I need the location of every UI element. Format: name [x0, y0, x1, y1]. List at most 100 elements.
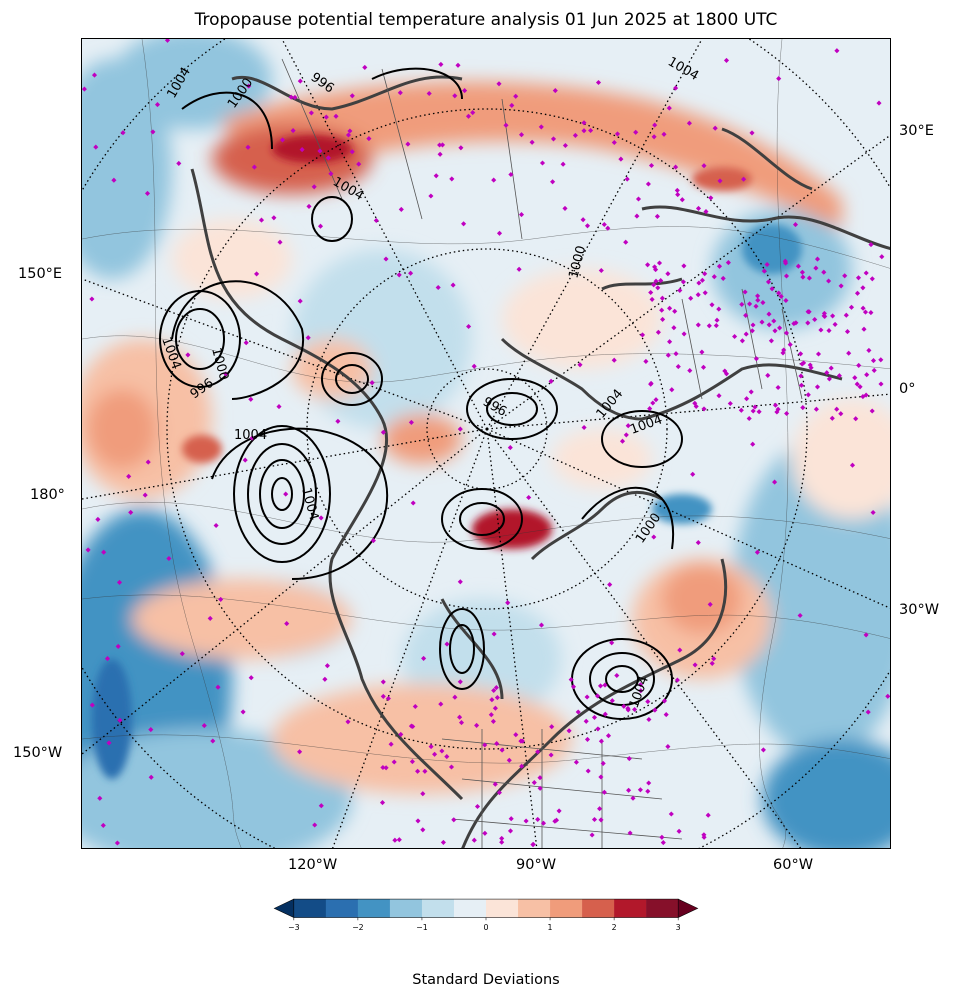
- station-marker: [311, 184, 317, 190]
- station-marker: [775, 406, 781, 412]
- station-marker: [602, 682, 608, 688]
- station-marker: [435, 284, 441, 291]
- station-marker: [772, 328, 778, 334]
- station-marker: [848, 304, 855, 310]
- station-marker: [672, 308, 678, 314]
- station-marker: [871, 367, 877, 373]
- station-marker: [391, 759, 397, 765]
- pressure-contours: [159, 67, 683, 720]
- station-marker: [537, 785, 543, 791]
- lon-label-left-1: 150°E: [18, 266, 63, 282]
- colorbar-extend-high: [677, 898, 699, 918]
- lon-label-bottom-1: 120°W: [288, 857, 338, 873]
- station-marker: [766, 322, 772, 328]
- lon-label-right-3: 30°W: [899, 602, 940, 618]
- station-marker: [426, 90, 432, 97]
- lon-label-bottom-2: 90°W: [516, 857, 557, 873]
- station-marker: [798, 351, 804, 357]
- station-marker: [583, 718, 589, 724]
- station-marker: [607, 582, 613, 588]
- station-marker: [432, 751, 438, 757]
- station-marker: [499, 747, 505, 753]
- map-canvas: 1004 1000 996 10041004100099610041004100010…: [82, 39, 890, 848]
- station-marker: [701, 406, 707, 412]
- station-marker: [765, 372, 771, 378]
- station-marker: [688, 295, 694, 301]
- map-panel: 1004 1000 996 1004 1004 1000 996 1004 1004 1000 10…: [81, 38, 891, 849]
- station-marker: [248, 396, 254, 402]
- station-marker: [674, 187, 680, 193]
- station-marker: [830, 313, 836, 319]
- station-marker: [748, 389, 754, 395]
- station-marker: [499, 839, 505, 845]
- station-marker: [705, 812, 711, 818]
- station-marker: [676, 828, 682, 834]
- station-marker: [519, 763, 525, 769]
- colorbar-tick-label: −1: [416, 923, 428, 932]
- station-marker: [621, 703, 627, 709]
- station-marker: [720, 275, 726, 281]
- anomaly-field-detail: [92, 135, 802, 779]
- colorbar-cell: [325, 899, 359, 918]
- station-marker: [242, 457, 248, 463]
- colorbar-frame: [293, 898, 679, 918]
- station-marker: [836, 373, 842, 379]
- station-marker: [812, 316, 818, 323]
- lon-label-bottom-3: 60°W: [773, 857, 814, 873]
- station-marker: [700, 364, 707, 370]
- plot-title: Tropopause potential temperature analysi…: [194, 10, 778, 30]
- station-marker: [806, 309, 812, 315]
- colorbar-cell: [614, 899, 647, 918]
- station-marker: [775, 384, 781, 391]
- station-marker: [513, 732, 519, 738]
- station-marker: [805, 320, 811, 326]
- station-marker: [743, 312, 749, 318]
- colorbar-cell: [486, 899, 519, 918]
- station-marker: [885, 693, 890, 699]
- colorbar-cell: [453, 899, 487, 918]
- station-marker: [591, 816, 598, 823]
- station-marker: [277, 239, 283, 245]
- station-marker: [496, 230, 503, 236]
- station-marker: [860, 394, 866, 400]
- station-marker: [711, 656, 717, 662]
- station-marker: [739, 301, 745, 307]
- station-marker: [771, 318, 777, 324]
- station-marker: [575, 709, 581, 715]
- station-marker: [651, 534, 657, 540]
- graticule: [82, 39, 890, 848]
- station-marker: [548, 752, 554, 758]
- station-marker: [288, 94, 294, 100]
- station-marker: [538, 622, 545, 628]
- station-marker: [749, 328, 755, 334]
- station-marker: [663, 712, 669, 718]
- station-marker: [356, 161, 362, 167]
- station-marker: [562, 205, 568, 211]
- station-marker: [760, 300, 766, 306]
- station-marker: [865, 709, 871, 715]
- station-marker: [508, 171, 514, 178]
- station-marker: [450, 282, 456, 288]
- station-marker: [753, 303, 759, 309]
- station-marker: [258, 217, 265, 223]
- colorbar-tick-label: 3: [676, 923, 681, 932]
- station-marker: [869, 408, 875, 414]
- station-marker: [632, 706, 638, 713]
- station-marker: [708, 195, 714, 201]
- station-marker: [369, 380, 375, 386]
- station-marker: [507, 445, 513, 451]
- station-marker: [349, 149, 355, 155]
- station-marker: [609, 640, 615, 646]
- station-marker: [428, 193, 434, 199]
- colorbar-cell: [646, 899, 679, 918]
- station-marker: [297, 298, 303, 304]
- station-marker: [249, 435, 255, 441]
- station-marker: [120, 130, 126, 136]
- colorbar: −3 −2 −1 0 1 2 3: [273, 898, 699, 932]
- station-marker: [276, 404, 282, 410]
- station-marker: [505, 600, 511, 606]
- station-marker: [471, 363, 477, 369]
- station-marker: [649, 296, 655, 302]
- station-marker: [531, 780, 537, 786]
- station-marker: [609, 698, 615, 704]
